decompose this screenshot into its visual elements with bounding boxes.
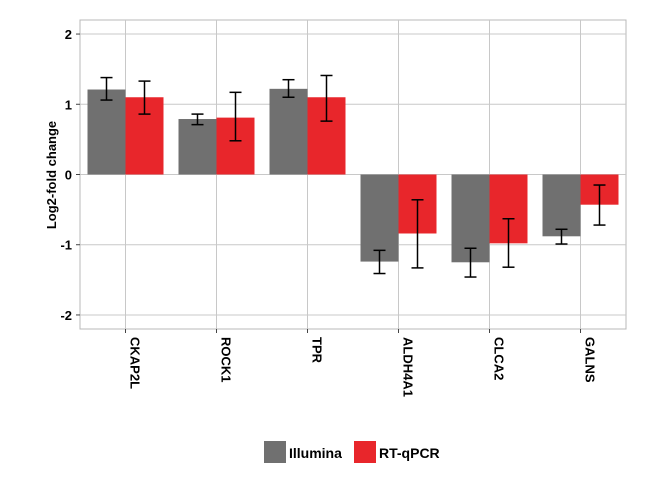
legend-swatch-rt-qpcr bbox=[354, 441, 376, 463]
y-tick-label: 2 bbox=[65, 27, 72, 42]
x-tick-label: ROCK1 bbox=[219, 337, 234, 383]
x-tick-label: GALNS bbox=[583, 337, 598, 383]
bar-illumina-aldh4a1 bbox=[360, 174, 399, 262]
y-tick-label: -2 bbox=[60, 308, 72, 323]
bar-illumina-tpr bbox=[269, 88, 308, 175]
x-axis-ticks: CKAP2L ROCK1 TPR ALDH4A1 CLCA2 GALNS bbox=[125, 329, 598, 397]
bar-illumina-ckap2l bbox=[87, 89, 126, 175]
y-axis-ticks: 2 1 0 -1 -2 bbox=[60, 27, 80, 323]
x-tick-label: ALDH4A1 bbox=[401, 337, 416, 397]
bar-illumina-galns bbox=[542, 174, 581, 237]
error-bars bbox=[100, 74, 606, 278]
bars bbox=[87, 88, 619, 263]
legend: Illumina RT-qPCR bbox=[264, 441, 440, 463]
x-tick-label: TPR bbox=[310, 337, 325, 364]
y-tick-label: 1 bbox=[65, 97, 72, 112]
legend-swatch-illumina bbox=[264, 441, 286, 463]
x-tick-label: CLCA2 bbox=[492, 337, 507, 380]
legend-label: RT-qPCR bbox=[379, 445, 440, 461]
legend-label: Illumina bbox=[289, 445, 342, 461]
bar-illumina-rock1 bbox=[178, 119, 217, 175]
y-axis-title: Log2-fold change bbox=[44, 121, 59, 229]
y-tick-label: 0 bbox=[65, 168, 72, 183]
x-tick-label: CKAP2L bbox=[128, 337, 143, 389]
y-tick-label: -1 bbox=[60, 238, 72, 253]
